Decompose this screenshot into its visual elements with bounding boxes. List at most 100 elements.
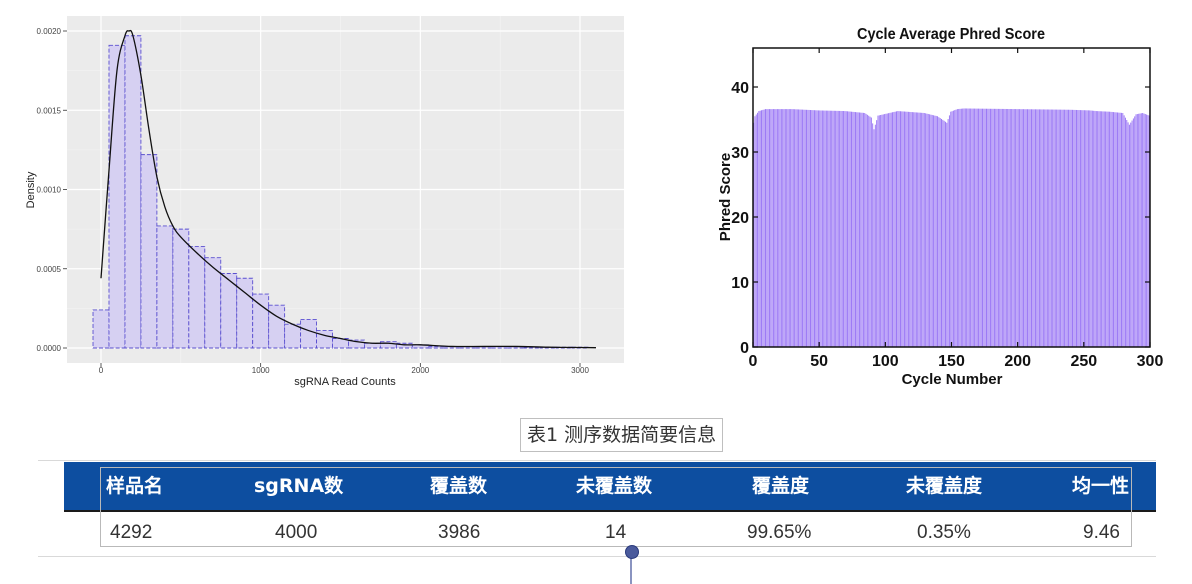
phred-bar-219 (1041, 109, 1043, 347)
phred-bar-174 (982, 108, 984, 348)
hist-bin-12 (284, 323, 302, 349)
phred-bar-94 (876, 120, 878, 348)
phred-bar-134 (929, 114, 931, 347)
phred-bar-185 (996, 108, 998, 347)
phred-bar-215 (1036, 109, 1038, 347)
resize-handle-line[interactable] (630, 557, 632, 584)
header-covered-count: 覆盖数 (430, 475, 488, 497)
phred-bar-59 (829, 110, 831, 347)
phred-bar-114 (902, 111, 904, 347)
phred-bar-276 (1117, 112, 1118, 347)
phred-bar-154 (955, 109, 957, 348)
phred-bar-226 (1050, 109, 1052, 348)
phred-bar-260 (1095, 111, 1097, 347)
phred-bar-280 (1122, 113, 1124, 347)
phred-bar-25 (784, 109, 786, 347)
phred-bar-37 (800, 109, 802, 348)
phred-bar-96 (878, 115, 880, 348)
phred-bar-287 (1131, 120, 1133, 347)
phred-bar-155 (956, 109, 958, 347)
phred-bar-269 (1107, 111, 1109, 347)
phred-bar-205 (1023, 109, 1025, 348)
phred-bar-57 (827, 110, 829, 347)
phred-bar-294 (1140, 113, 1142, 347)
phred-x-tick-label: 300 (1137, 353, 1164, 370)
phred-bar-286 (1130, 122, 1132, 348)
phred-y-tick-label: 30 (731, 145, 749, 162)
hist-x-tick-label: 0 (99, 366, 104, 375)
phred-bar-5 (758, 111, 760, 347)
phred-bar-149 (948, 115, 950, 347)
phred-bar-209 (1028, 109, 1030, 347)
phred-bar-239 (1068, 109, 1070, 347)
phred-bar-58 (828, 110, 830, 347)
phred-bar-141 (938, 117, 940, 347)
hist-x-tick-label: 3000 (571, 366, 589, 375)
phred-bar-33 (795, 109, 797, 347)
hist-y-tick-label: 0.0020 (37, 27, 62, 36)
phred-bar-148 (947, 119, 949, 347)
phred-bar-288 (1132, 118, 1134, 348)
phred-bar-212 (1032, 109, 1034, 347)
phred-bar-285 (1128, 124, 1130, 347)
phred-bar-92 (873, 129, 875, 347)
phred-bar-184 (995, 108, 997, 347)
header-coverage: 覆盖度 (752, 475, 810, 497)
phred-bar-135 (930, 114, 932, 347)
phred-bar-198 (1013, 109, 1015, 347)
phred-bar-265 (1102, 111, 1104, 347)
phred-bar-196 (1011, 109, 1013, 347)
phred-bar-229 (1054, 109, 1056, 347)
phred-bar-90 (870, 117, 872, 347)
rotate-handle-icon[interactable] (625, 545, 639, 559)
phred-bar-100 (884, 114, 886, 347)
phred-bar-275 (1115, 112, 1117, 347)
phred-bar-120 (910, 112, 912, 348)
phred-bar-130 (923, 113, 925, 347)
phred-bar-243 (1073, 109, 1075, 347)
phred-bar-65 (837, 110, 839, 347)
phred-bar-181 (991, 108, 993, 347)
phred-x-tick-label: 200 (1004, 353, 1031, 370)
phred-bar-43 (808, 109, 810, 347)
phred-bar-7 (761, 110, 763, 348)
phred-bar-281 (1123, 115, 1125, 347)
phred-bar-103 (888, 113, 890, 347)
phred-bar-297 (1144, 114, 1146, 347)
phred-bar-216 (1037, 109, 1039, 347)
phred-bar-62 (833, 110, 835, 347)
phred-bar-42 (807, 109, 809, 347)
phred-bar-140 (937, 116, 939, 347)
phred-bar-213 (1033, 109, 1035, 347)
phred-y-axis-label: Phred Score (717, 153, 734, 241)
phred-bar-258 (1093, 110, 1095, 347)
phred-bar-197 (1012, 109, 1014, 348)
phred-bar-167 (972, 108, 974, 347)
phred-bar-34 (796, 109, 798, 347)
hist-x-axis-label: sgRNA Read Counts (294, 376, 396, 388)
phred-bar-93 (874, 124, 876, 347)
phred-bar-81 (858, 112, 860, 347)
phred-bar-199 (1015, 109, 1017, 348)
phred-y-tick-label: 0 (740, 340, 749, 357)
phred-bar-75 (851, 111, 852, 347)
header-uncovered-count: 未覆盖数 (576, 475, 653, 497)
table-bottom-rule (38, 556, 1156, 557)
phred-bar-83 (861, 112, 863, 348)
phred-bar-175 (983, 108, 985, 347)
phred-bar-217 (1038, 109, 1040, 347)
phred-bar-9 (763, 109, 765, 348)
phred-bar-146 (944, 121, 946, 348)
phred-bar-36 (799, 109, 801, 348)
phred-bar-163 (967, 108, 969, 347)
phred-bar-188 (1000, 108, 1002, 347)
hist-bin-13 (300, 319, 318, 349)
phred-bar-259 (1094, 110, 1096, 347)
phred-bar-221 (1044, 109, 1046, 347)
phred-plot-frame (752, 47, 1151, 348)
phred-bar-82 (860, 112, 862, 347)
phred-bar-69 (843, 111, 845, 347)
phred-bar-178 (987, 108, 989, 348)
cell-sgrna-count: 4000 (275, 522, 318, 543)
phred-bar-108 (894, 111, 896, 347)
